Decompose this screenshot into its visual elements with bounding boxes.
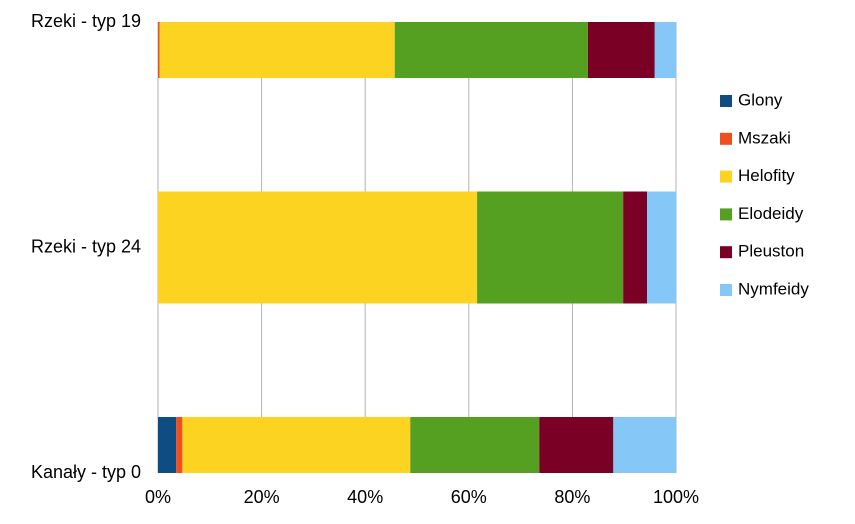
legend-label: Helofity (738, 166, 795, 185)
legend-swatch (720, 170, 732, 183)
legend-swatch (720, 246, 732, 259)
x-tick-label: 60% (451, 487, 487, 507)
bar-segment (539, 417, 614, 473)
bar-segment (477, 191, 624, 304)
legend-swatch (720, 95, 732, 107)
bar-segment (646, 191, 676, 304)
legend-swatch (720, 208, 732, 221)
legend-label: Nymfeidy (738, 279, 809, 298)
labels: 0% 20% 40% 60% 80% 100% Rzeki - typ 19 Rzeki - … (31, 11, 699, 507)
bar-segment (394, 22, 588, 78)
legend-label: Glony (738, 90, 783, 109)
legend-swatch (720, 284, 732, 296)
y-tick-label: Rzeki - typ 19 (31, 11, 141, 31)
x-tick-label: 80% (554, 487, 590, 507)
bar-segment (159, 22, 395, 78)
bar-segment (587, 22, 655, 78)
legend-label: Pleuston (738, 242, 804, 261)
bar-segment (176, 417, 183, 473)
y-tick-label: Rzeki - typ 24 (31, 236, 141, 256)
x-tick-label: 100% (653, 487, 699, 507)
legend: Glony Mszaki Helofity Elodeidy Pleuston Nymfe… (720, 90, 809, 298)
bar-segment (654, 22, 676, 78)
bar-segment (182, 417, 411, 473)
x-tick-label: 0% (145, 487, 171, 507)
bar-segment (158, 191, 478, 304)
bars (158, 22, 676, 473)
legend-swatch (720, 132, 732, 145)
y-tick-label: Kanały - typ 0 (31, 462, 141, 482)
bar-segment (158, 22, 160, 78)
legend-label: Elodeidy (738, 204, 804, 223)
x-tick-label: 40% (347, 487, 383, 507)
bar-segment (623, 191, 647, 304)
bar-segment (613, 417, 676, 473)
legend-label: Mszaki (738, 128, 791, 147)
bar-segment (410, 417, 540, 473)
bar-segment (158, 417, 177, 473)
x-tick-label: 20% (244, 487, 280, 507)
